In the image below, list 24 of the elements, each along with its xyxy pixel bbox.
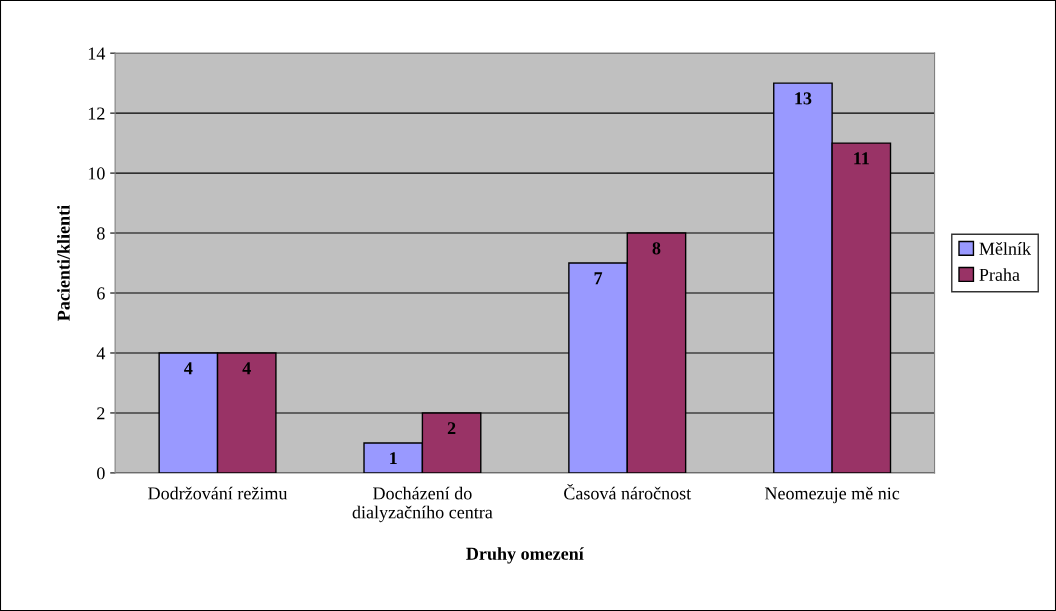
data-label: 8 xyxy=(652,242,661,255)
x-tick-label: Dodržování režimu xyxy=(148,486,288,500)
y-tick-label: 14 xyxy=(88,47,106,60)
data-label: 4 xyxy=(184,362,193,375)
legend-label: Praha xyxy=(979,268,1020,281)
legend-label: Mělník xyxy=(979,242,1032,255)
data-label: 4 xyxy=(242,362,251,375)
x-tick-label: Docházení do dialyzačního centra xyxy=(352,486,493,523)
x-tick-label: Časová náročnost xyxy=(564,483,692,500)
y-tick-label: 10 xyxy=(88,167,105,180)
y-tick-label: 4 xyxy=(96,347,106,360)
y-tick-label: 8 xyxy=(97,227,105,240)
y-tick-label: 12 xyxy=(88,107,105,120)
data-label: 1 xyxy=(390,452,397,465)
y-axis-title: Pacienti/klienti xyxy=(57,205,70,321)
x-tick-label: Neomezuje mě nic xyxy=(764,486,900,504)
y-tick-label: 6 xyxy=(97,287,105,300)
y-tick-label: 0 xyxy=(97,467,105,480)
x-axis-title: Druhy omezení xyxy=(466,547,584,564)
data-label: 11 xyxy=(854,152,869,165)
y-tick-label: 2 xyxy=(97,407,105,420)
data-label: 2 xyxy=(447,422,456,435)
data-label: 7 xyxy=(594,272,603,285)
data-label: 13 xyxy=(795,92,812,105)
